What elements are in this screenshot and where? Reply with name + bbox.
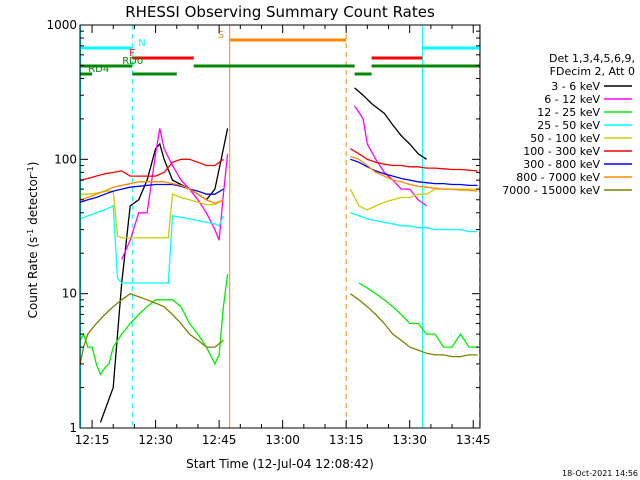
timestamp: 18-Oct-2021 14:56 [562,469,638,478]
series-line [350,155,478,192]
y-axis-label-exponent-1: -1 [26,229,35,237]
chart-title: RHESSI Observing Summary Count Rates [125,3,435,21]
series-line [121,128,229,260]
y-axis-label-mid: detector [26,174,40,229]
state-bar-label: N [138,38,145,49]
y-axis-label-end: ) [26,162,40,167]
series-line [350,212,478,233]
axes: 1 10 100 1000 12:15 12:30 12:45 13:00 13:15 13:30… [46,18,490,447]
x-tick-label: 12:30 [138,433,173,447]
plot-frame [79,24,481,429]
legend-entry-label: 100 - 300 keV [523,145,600,158]
state-bar-label: RD4 [88,64,109,75]
legend-entry-label: 12 - 25 keV [537,106,600,119]
series-line [349,188,478,211]
series-line [358,282,478,348]
series-line [354,87,427,160]
y-tick-label: 10 [62,287,77,301]
state-bar-label: RD0 [122,56,143,67]
legend-entry-label: 3 - 6 keV [551,80,600,93]
legend-header: Det 1,3,4,5,6,9, [549,52,635,65]
legend-header: FDecim 2, Att 0 [550,65,635,78]
series-line [350,148,478,172]
legend: Det 1,3,4,5,6,9,FDecim 2, Att 0 3 - 6 keV… [502,52,635,197]
series-line [80,190,224,239]
state-bar-label: F [129,48,135,59]
series-layer [79,25,481,428]
x-axis-label: Start Time (12-Jul-04 12:08:42) [186,457,374,471]
series-line [80,181,224,205]
x-tick-label: 13:45 [456,433,491,447]
legend-entry-label: 300 - 800 keV [523,158,600,171]
series-line [79,204,224,284]
series-line [80,158,224,181]
series-line [99,128,229,423]
y-axis-label-main: Count Rate (s [26,237,40,319]
legend-entry-label: 50 - 100 keV [530,132,600,145]
legend-entry-label: 6 - 12 keV [544,93,600,106]
x-tick-label: 13:30 [392,433,427,447]
x-tick-label: 13:15 [329,433,364,447]
x-tick-label: 12:45 [202,433,237,447]
legend-entry-label: 7000 - 15000 keV [502,184,600,197]
state-bar-label: S [218,30,224,41]
y-tick-label: 1000 [46,18,77,32]
series-line [79,273,229,376]
legend-entry-label: 800 - 7000 keV [516,171,600,184]
x-tick-label: 13:00 [265,433,300,447]
y-tick-label: 1 [69,421,77,435]
series-line [354,105,427,207]
series-line [79,292,224,365]
y-tick-label: 100 [54,152,77,166]
series-line [350,158,478,187]
y-axis-label: Count Rate (s-1 detector-1) [26,162,41,319]
legend-entry-label: 25 - 50 keV [537,119,600,132]
x-tick-label: 12:15 [75,433,110,447]
series-line [350,293,478,358]
y-axis-label-exponent-2: -1 [26,166,35,174]
series-line [80,183,224,203]
